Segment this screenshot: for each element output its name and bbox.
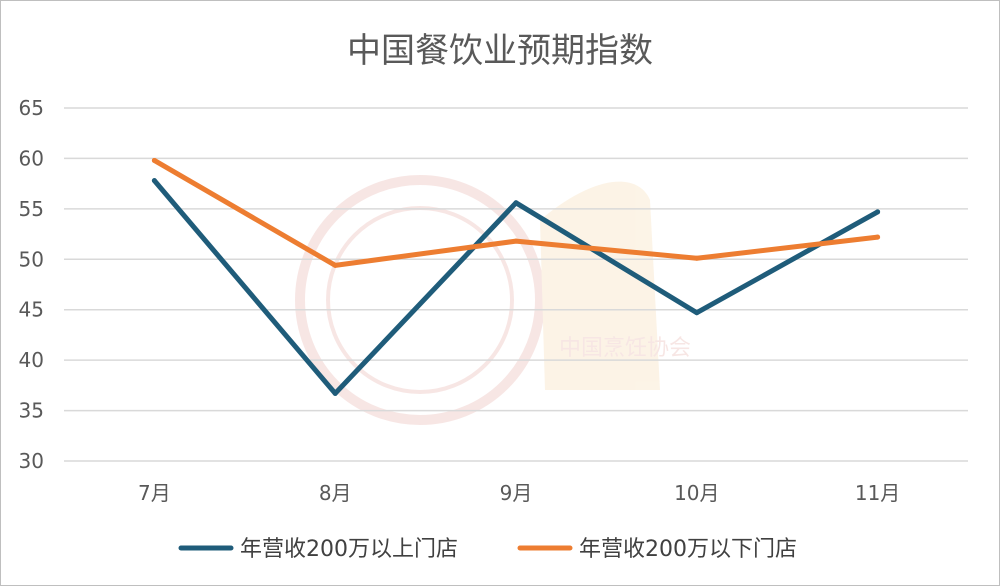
legend-label: 年营收200万以下门店	[579, 537, 797, 562]
series-lines	[151, 157, 881, 396]
chart-title: 中国餐饮业预期指数	[347, 31, 653, 71]
y-axis-ticks: 65 60 55 50 45 40 35 30	[19, 96, 44, 473]
watermark-logo: 中国烹饪协会	[295, 175, 691, 425]
grid-lines	[64, 107, 968, 462]
x-tick-label: 7月	[138, 481, 171, 505]
x-tick-label: 11月	[855, 481, 900, 505]
data-point	[513, 200, 519, 206]
y-tick-label: 35	[19, 399, 44, 423]
series-line-2	[151, 157, 881, 268]
x-axis-ticks: 7月 8月 9月 10月 11月	[138, 481, 900, 505]
data-point	[694, 310, 700, 316]
y-tick-label: 65	[19, 96, 44, 120]
legend: 年营收200万以上门店 年营收200万以下门店	[178, 537, 797, 562]
series-line-1	[151, 178, 881, 396]
legend-label: 年营收200万以上门店	[240, 537, 458, 562]
watermark-text: 中国烹饪协会	[559, 336, 691, 361]
data-point	[875, 234, 881, 240]
x-tick-label: 8月	[319, 481, 352, 505]
y-tick-label: 40	[19, 348, 44, 372]
data-point	[694, 255, 700, 261]
x-tick-label: 10月	[674, 481, 719, 505]
y-tick-label: 55	[19, 197, 44, 221]
data-point	[332, 390, 338, 396]
data-point	[151, 157, 157, 163]
legend-item: 年营收200万以下门店	[517, 537, 797, 562]
data-point	[332, 262, 338, 268]
x-tick-label: 9月	[500, 481, 533, 505]
data-point	[875, 209, 881, 215]
legend-item: 年营收200万以上门店	[178, 537, 458, 562]
data-point	[513, 238, 519, 244]
y-tick-label: 60	[19, 146, 44, 170]
y-tick-label: 45	[19, 298, 44, 322]
y-tick-label: 50	[19, 247, 44, 271]
data-point	[151, 178, 157, 184]
y-tick-label: 30	[19, 449, 44, 473]
